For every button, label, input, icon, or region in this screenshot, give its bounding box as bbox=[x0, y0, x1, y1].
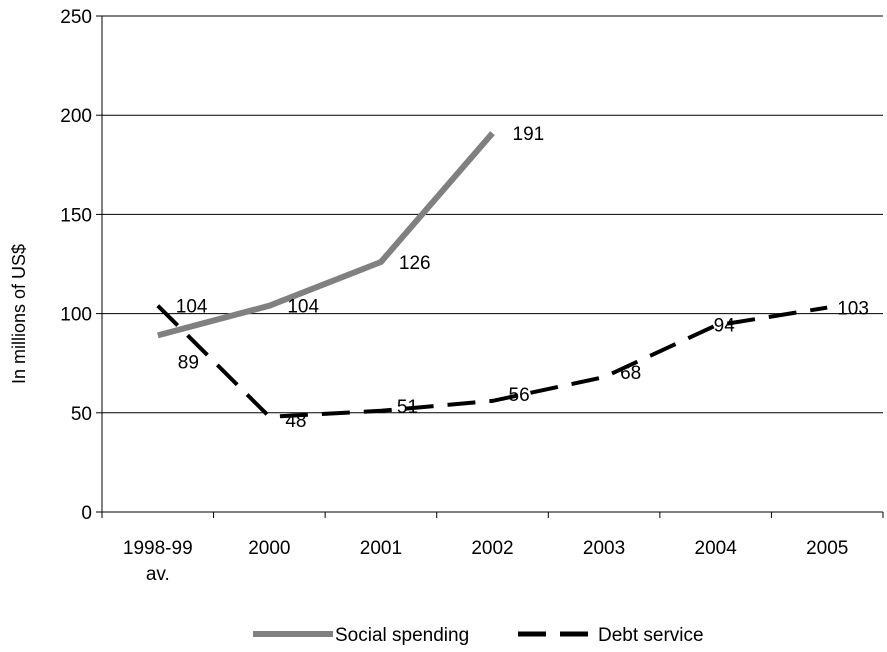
data-label: 48 bbox=[285, 411, 306, 432]
x-tick-label: 2000 bbox=[248, 538, 290, 559]
legend-label: Social spending bbox=[335, 625, 469, 646]
data-label: 94 bbox=[714, 316, 736, 337]
gridlines bbox=[102, 15, 883, 414]
y-tick-label: 250 bbox=[60, 7, 92, 28]
data-label: 104 bbox=[287, 297, 319, 318]
data-label: 68 bbox=[620, 363, 641, 384]
x-tick-label: 2005 bbox=[806, 538, 848, 559]
x-tick-label: 2002 bbox=[471, 538, 513, 559]
y-axis-title: In millions of US$ bbox=[9, 244, 29, 384]
legend: Social spending Debt service bbox=[253, 625, 704, 646]
x-tick-label: 2004 bbox=[695, 538, 738, 559]
y-tick-label: 50 bbox=[71, 404, 92, 425]
data-label: 51 bbox=[397, 397, 418, 418]
data-label: 191 bbox=[513, 124, 545, 145]
data-label: 103 bbox=[837, 299, 869, 320]
x-tick-label: 1998-99 bbox=[123, 538, 193, 559]
data-label: 104 bbox=[176, 297, 208, 318]
social-spending-line bbox=[157, 131, 495, 339]
y-tick-labels: 0 50 100 150 200 250 bbox=[60, 7, 92, 524]
data-labels: 89 104 126 191 104 48 51 56 68 94 103 bbox=[176, 124, 869, 432]
y-tick-label: 0 bbox=[81, 503, 92, 524]
x-tick-labels: 1998-99 av. 2000 2001 2002 2003 2004 2005 bbox=[123, 538, 848, 585]
data-label: 56 bbox=[509, 385, 530, 406]
data-label: 89 bbox=[178, 352, 199, 373]
data-label: 126 bbox=[399, 253, 431, 274]
x-tick-label: av. bbox=[146, 564, 170, 585]
debt-service-line bbox=[156, 304, 828, 419]
series-lines bbox=[156, 131, 828, 419]
legend-label: Debt service bbox=[598, 625, 704, 646]
y-tick-label: 200 bbox=[60, 106, 92, 127]
x-tick-label: 2001 bbox=[360, 538, 402, 559]
y-tick-label: 100 bbox=[60, 305, 92, 326]
y-tick-label: 150 bbox=[60, 205, 92, 226]
x-tick-label: 2003 bbox=[583, 538, 625, 559]
axes bbox=[96, 15, 884, 518]
